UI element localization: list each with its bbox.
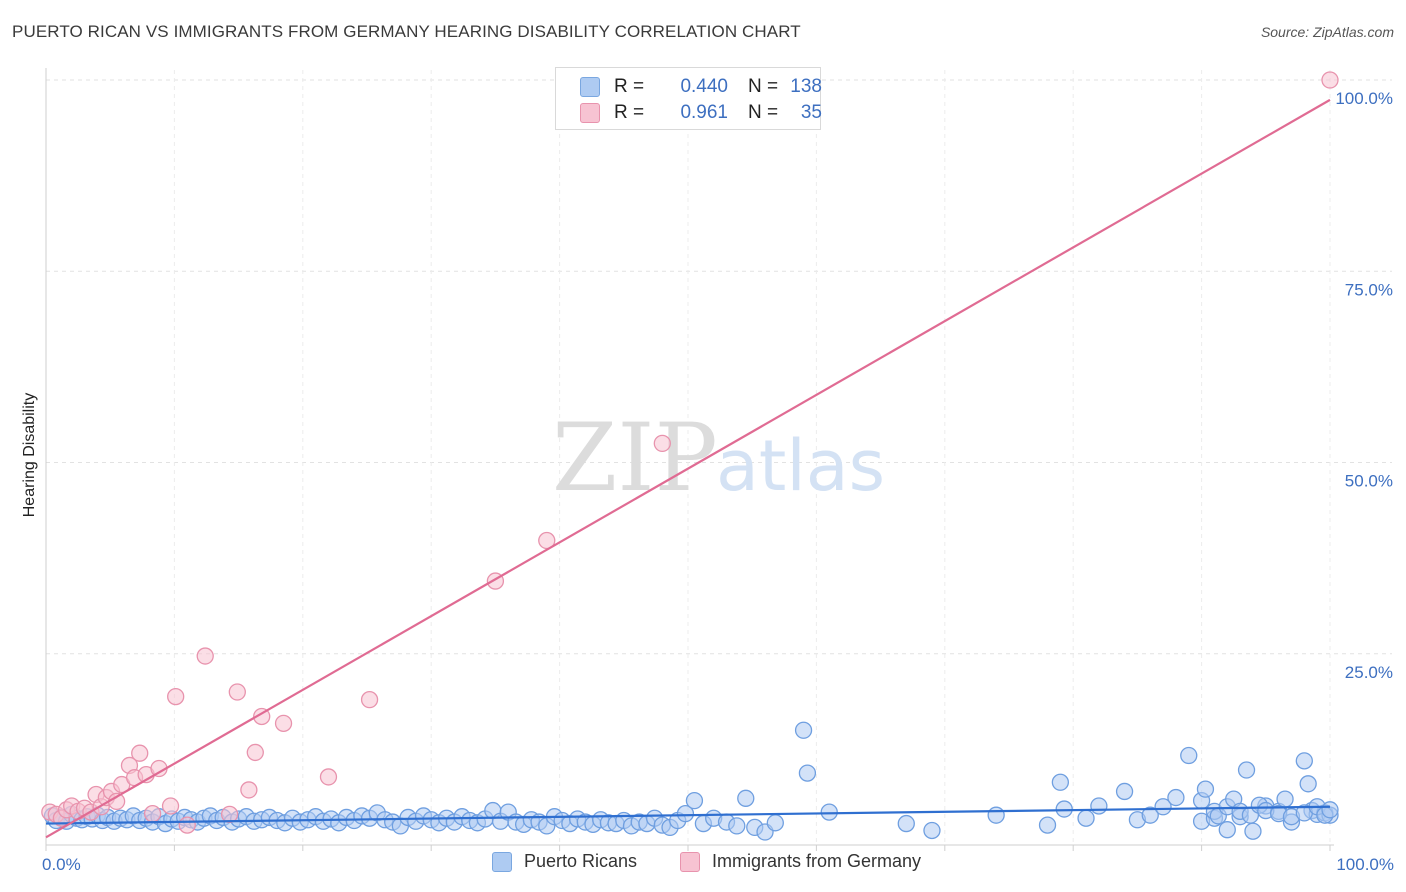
- trend-lines: [45, 98, 1331, 839]
- data-point: [1321, 801, 1339, 819]
- data-point: [1295, 752, 1313, 770]
- data-point: [794, 721, 813, 739]
- series-puerto-ricans: [43, 721, 1339, 841]
- legend-swatch-puerto-ricans: [580, 77, 600, 97]
- watermark-zip: ZIP: [552, 404, 718, 513]
- legend-swatch-puerto-ricans: [492, 851, 512, 872]
- data-point: [1077, 809, 1095, 827]
- legend-n-value: 35: [800, 102, 822, 123]
- legend-n-value: 138: [790, 76, 822, 97]
- data-point: [766, 814, 784, 832]
- y-tick-label: 25.0%: [1345, 663, 1393, 682]
- data-point: [228, 683, 246, 701]
- data-point: [685, 791, 704, 810]
- grid-lines: [46, 70, 1392, 845]
- data-point: [1321, 71, 1339, 89]
- tick-labels: 25.0% 50.0% 75.0% 100.0% 0.0% 100.0%: [42, 89, 1394, 874]
- data-point: [253, 707, 271, 726]
- legend-row-puerto-ricans: R = 0.440 N = 138: [580, 74, 822, 100]
- data-point: [728, 817, 746, 835]
- legend-swatch-immigrants-from-germany: [580, 103, 600, 123]
- data-point: [131, 744, 149, 762]
- legend-r-label: R =: [614, 76, 645, 97]
- y-tick-label: 100.0%: [1335, 89, 1393, 108]
- data-point: [1154, 798, 1172, 816]
- legend-n-label: N =: [748, 102, 779, 123]
- data-point: [1055, 800, 1073, 818]
- trend-line: [45, 98, 1331, 839]
- data-point: [798, 764, 817, 782]
- axes: [45, 68, 1334, 851]
- y-tick-label: 50.0%: [1345, 472, 1393, 491]
- data-point: [987, 806, 1005, 824]
- data-point: [737, 789, 755, 807]
- watermark: ZIP atlas: [552, 404, 885, 513]
- data-point: [143, 804, 162, 823]
- data-point: [196, 647, 214, 665]
- data-point: [1115, 782, 1134, 801]
- data-point: [178, 816, 196, 834]
- legend-item-puerto-ricans[interactable]: Puerto Ricans: [492, 851, 637, 872]
- legend-label-puerto-ricans: Puerto Ricans: [524, 851, 638, 871]
- trend-line: [45, 805, 1331, 825]
- legend-r-label: R =: [614, 102, 645, 123]
- data-point: [1218, 821, 1236, 839]
- data-point: [161, 797, 180, 815]
- y-tick-label: 75.0%: [1345, 280, 1393, 299]
- x-tick-label: 100.0%: [1336, 855, 1394, 874]
- data-point: [1051, 773, 1070, 791]
- data-point: [274, 714, 293, 733]
- data-point: [360, 691, 379, 709]
- legend-label-immigrants-from-germany: Immigrants from Germany: [712, 851, 922, 871]
- data-point: [167, 687, 185, 706]
- data-point: [1237, 761, 1256, 779]
- data-point: [220, 805, 239, 824]
- watermark-atlas: atlas: [716, 425, 885, 507]
- legend-r-value: 0.440: [680, 76, 728, 97]
- data-point: [820, 803, 838, 821]
- chart-title: PUERTO RICAN VS IMMIGRANTS FROM GERMANY …: [12, 22, 801, 41]
- correlation-legend: R = 0.440 N = 138 R = 0.961 N = 35: [555, 67, 822, 130]
- legend-n-label: N =: [748, 76, 779, 97]
- data-point: [1167, 788, 1185, 807]
- data-point: [653, 434, 671, 453]
- legend-r-value: 0.961: [680, 102, 728, 123]
- data-point: [1276, 790, 1294, 808]
- series-legend: Puerto Ricans Immigrants from Germany: [0, 851, 1406, 877]
- data-point: [1038, 816, 1057, 834]
- data-point: [1299, 775, 1317, 793]
- data-point: [676, 804, 695, 823]
- data-point: [1196, 780, 1215, 798]
- legend-item-immigrants-from-germany[interactable]: Immigrants from Germany: [680, 851, 921, 872]
- data-point: [1244, 822, 1262, 840]
- data-point: [1141, 806, 1159, 824]
- legend-row-immigrants-from-germany: R = 0.961 N = 35: [580, 100, 822, 126]
- data-point: [923, 821, 941, 840]
- y-axis-label: Hearing Disability: [21, 393, 38, 518]
- data-point: [319, 768, 338, 786]
- data-point: [1090, 797, 1108, 815]
- source-label: Source: ZipAtlas.com: [1260, 24, 1394, 40]
- data-point: [246, 743, 264, 762]
- x-tick-label: 0.0%: [42, 855, 81, 874]
- data-point: [897, 814, 915, 833]
- data-point: [240, 781, 258, 799]
- data-point: [1180, 746, 1198, 765]
- legend-swatch-immigrants-from-germany: [680, 851, 700, 872]
